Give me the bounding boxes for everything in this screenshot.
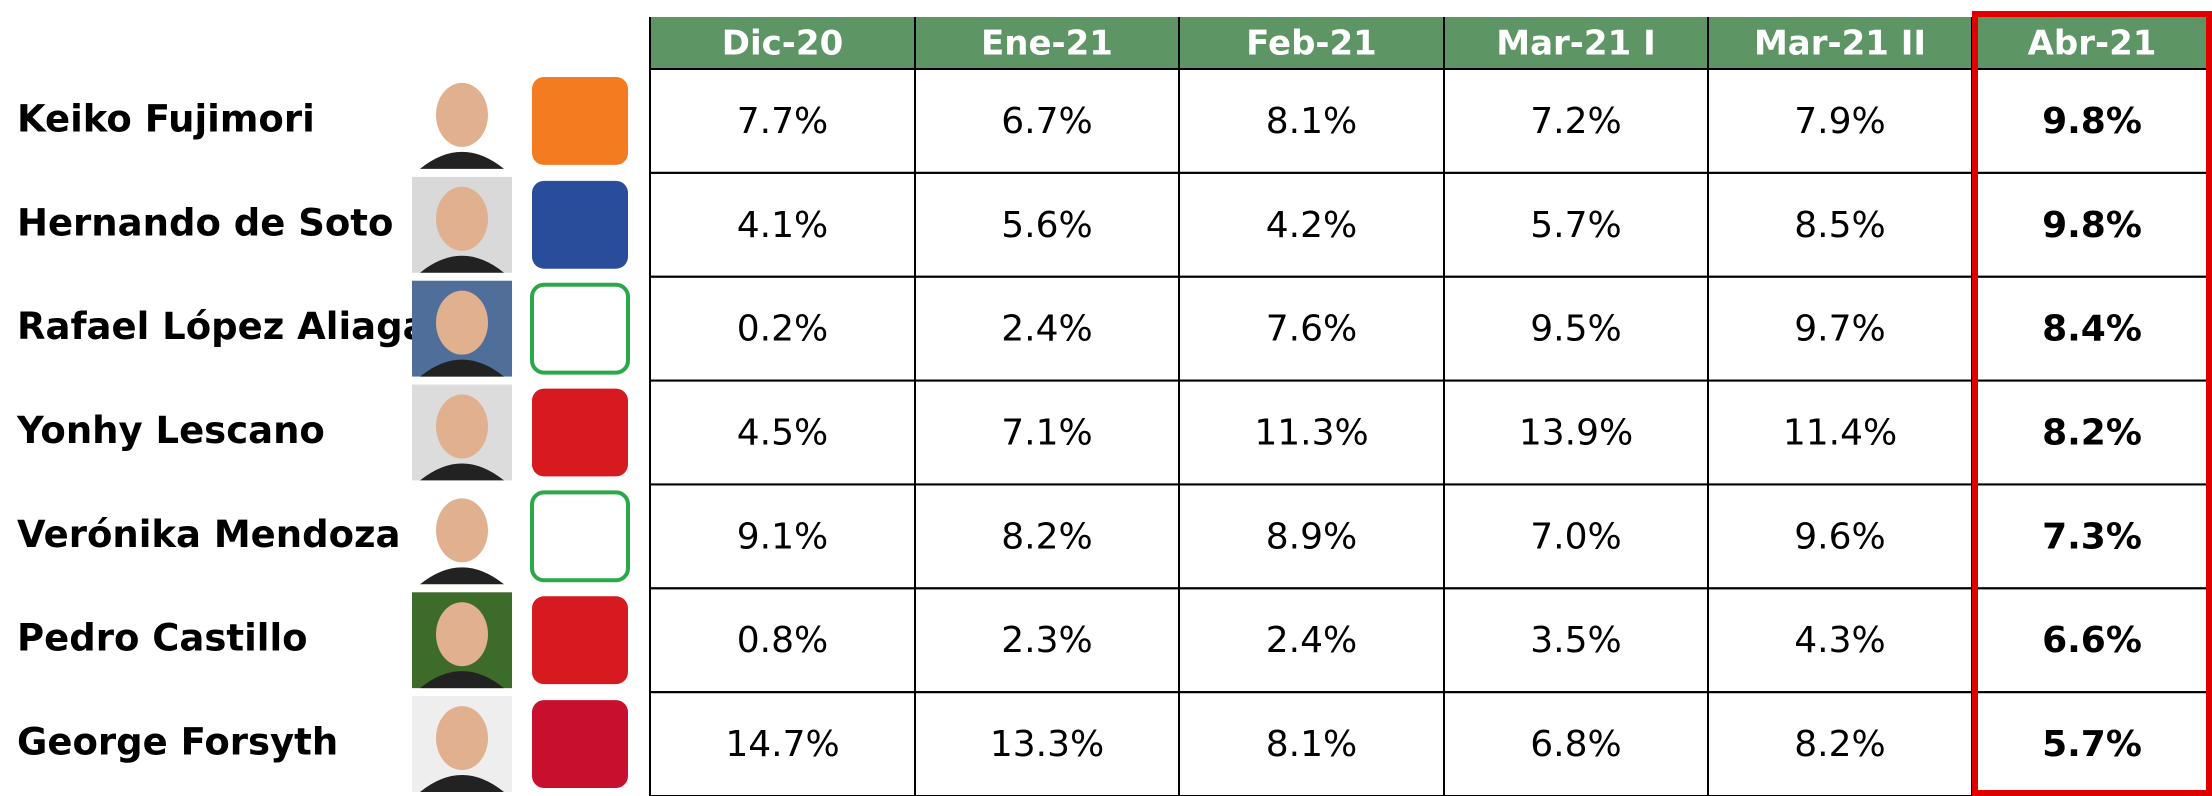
cell-value: 11.4% — [1783, 413, 1897, 454]
candidate-name: Hernando de Soto — [17, 201, 393, 244]
candidate-name: Pedro Castillo — [17, 617, 308, 660]
cell-value: 0.2% — [737, 309, 828, 350]
cell-value: 2.4% — [1001, 309, 1092, 350]
cell-value: 8.2% — [1794, 724, 1885, 765]
candidate-name: Verónika Mendoza — [17, 513, 401, 556]
cell-value: 4.1% — [737, 205, 828, 246]
cell-value: 8.4% — [2042, 309, 2142, 350]
cell-value: 7.2% — [1530, 101, 1621, 142]
cell-value: 13.3% — [990, 724, 1104, 765]
column-header: Abr-21 — [2028, 24, 2157, 64]
cell-value: 7.7% — [737, 101, 828, 142]
cell-value: 9.6% — [1794, 516, 1885, 557]
cell-value: 5.6% — [1001, 205, 1092, 246]
cell-value: 2.4% — [1266, 620, 1357, 661]
cell-value: 9.8% — [2042, 101, 2142, 142]
cell-value: 2.3% — [1001, 620, 1092, 661]
column-header: Dic-20 — [722, 24, 843, 64]
cell-value: 7.1% — [1001, 413, 1092, 454]
cell-value: 9.1% — [737, 516, 828, 557]
candidate-name: George Forsyth — [17, 721, 338, 764]
photo-face — [436, 498, 488, 562]
cell-value: 9.8% — [2042, 205, 2142, 246]
column-header: Mar-21 I — [1496, 24, 1655, 64]
cell-value: 6.7% — [1001, 101, 1092, 142]
cell-value: 4.2% — [1266, 205, 1357, 246]
cell-value: 8.2% — [1001, 516, 1092, 557]
column-header: Feb-21 — [1246, 24, 1377, 64]
cell-value: 11.3% — [1254, 413, 1368, 454]
cell-value: 9.7% — [1794, 309, 1885, 350]
party-logo — [532, 285, 628, 373]
cell-value: 4.5% — [737, 413, 828, 454]
candidate-name: Yonhy Lescano — [16, 409, 325, 452]
cell-value: 8.1% — [1266, 724, 1357, 765]
cell-value: 8.9% — [1266, 516, 1357, 557]
party-logo — [532, 492, 628, 580]
cell-value: 7.3% — [2042, 516, 2142, 557]
candidate-name: Keiko Fujimori — [17, 97, 315, 140]
cell-value: 9.5% — [1530, 309, 1621, 350]
cell-value: 6.6% — [2042, 620, 2142, 661]
photo-face — [436, 602, 488, 666]
cell-value: 8.2% — [2042, 413, 2142, 454]
candidate-name: Rafael López Aliaga — [17, 305, 428, 348]
cell-value: 0.8% — [737, 620, 828, 661]
cell-value: 7.9% — [1794, 101, 1885, 142]
cell-value: 3.5% — [1530, 620, 1621, 661]
photo-face — [436, 395, 488, 459]
photo-face — [436, 706, 488, 770]
photo-face — [436, 187, 488, 251]
cell-value: 13.9% — [1519, 413, 1633, 454]
party-logo — [532, 181, 628, 269]
column-header: Ene-21 — [981, 24, 1113, 64]
photo-face — [436, 291, 488, 355]
cell-value: 7.0% — [1530, 516, 1621, 557]
cell-value: 7.6% — [1266, 309, 1357, 350]
cell-value: 6.8% — [1530, 724, 1621, 765]
party-logo — [532, 700, 628, 788]
cell-value: 5.7% — [1530, 205, 1621, 246]
photo-face — [436, 83, 488, 147]
cell-value: 8.5% — [1794, 205, 1885, 246]
cell-value: 5.7% — [2042, 724, 2142, 765]
party-logo — [532, 389, 628, 477]
cell-value: 8.1% — [1266, 101, 1357, 142]
poll-table: Dic-20 Ene-21 Feb-21 Mar-21 I Mar-21 II Abr-2… — [0, 0, 2212, 796]
party-logo — [532, 596, 628, 684]
party-logo — [532, 77, 628, 165]
cell-value: 4.3% — [1794, 620, 1885, 661]
cell-value: 14.7% — [725, 724, 839, 765]
column-header: Mar-21 II — [1754, 24, 1926, 64]
